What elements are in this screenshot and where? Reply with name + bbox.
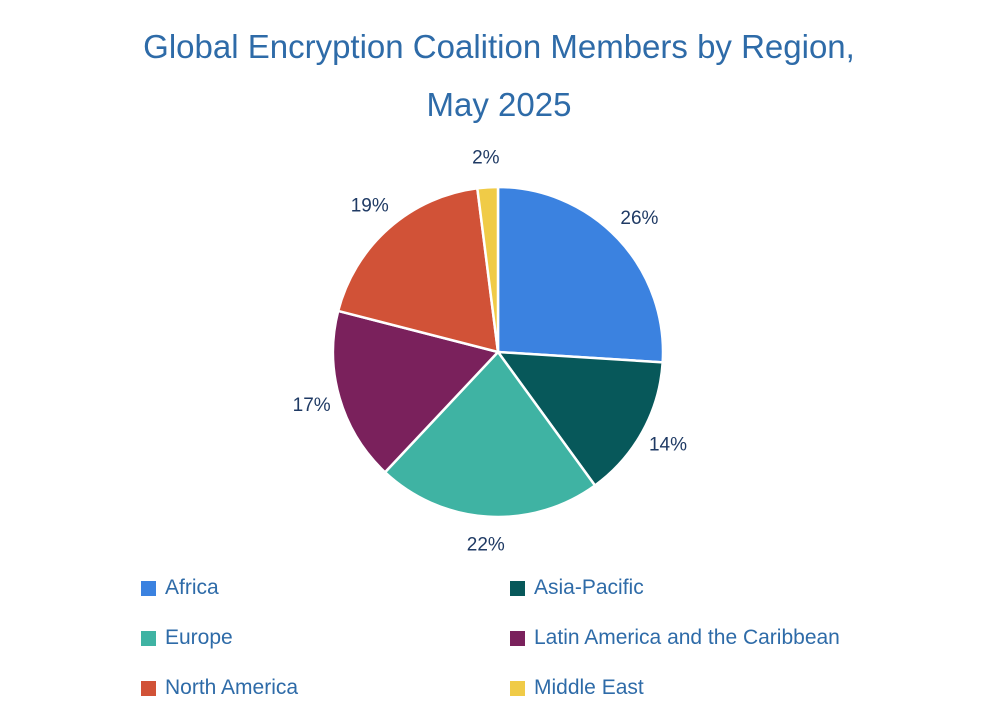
legend-item-europe: Europe xyxy=(141,626,233,650)
legend-label: Africa xyxy=(165,576,219,599)
legend-swatch xyxy=(141,580,156,596)
pie-slice-africa xyxy=(496,185,665,364)
chart-title: Global Encryption Coalition Members by R… xyxy=(0,18,998,134)
slice-value-label: 2% xyxy=(472,147,500,168)
slice-value-label: 17% xyxy=(293,395,331,416)
legend-item-middle-east: Middle East xyxy=(510,676,644,700)
legend-item-asia-pacific: Asia-Pacific xyxy=(510,576,644,600)
slice-value-label: 26% xyxy=(620,208,658,229)
pie-slice-north-america xyxy=(336,187,500,354)
legend-item-north-america: North America xyxy=(141,676,298,700)
legend-swatch xyxy=(141,680,156,696)
slice-value-label: 22% xyxy=(467,535,505,556)
legend-item-latin-america-and-the-caribbean: Latin America and the Caribbean xyxy=(510,626,840,650)
pie-slice-latin-america-and-the-caribbean xyxy=(331,309,500,474)
legend-swatch xyxy=(510,630,525,646)
chart-title-line1: Global Encryption Coalition Members by R… xyxy=(143,28,855,65)
pie-slice-europe xyxy=(383,350,597,519)
legend-label: North America xyxy=(165,676,299,699)
legend-swatch xyxy=(510,580,525,596)
chart-subtitle: May 2025 xyxy=(426,86,572,123)
legend-swatch xyxy=(141,630,156,646)
legend-label: Latin America and the Caribbean xyxy=(534,626,840,649)
legend-label: Middle East xyxy=(534,676,644,699)
slice-value-label: 14% xyxy=(649,434,687,455)
legend-label: Europe xyxy=(165,626,233,649)
legend-swatch xyxy=(510,680,525,696)
legend-item-africa: Africa xyxy=(141,576,219,600)
pie-slice-middle-east xyxy=(476,185,500,354)
pie-slice-asia-pacific xyxy=(496,350,664,487)
legend-label: Asia-Pacific xyxy=(534,576,644,599)
slice-value-label: 19% xyxy=(351,195,389,216)
